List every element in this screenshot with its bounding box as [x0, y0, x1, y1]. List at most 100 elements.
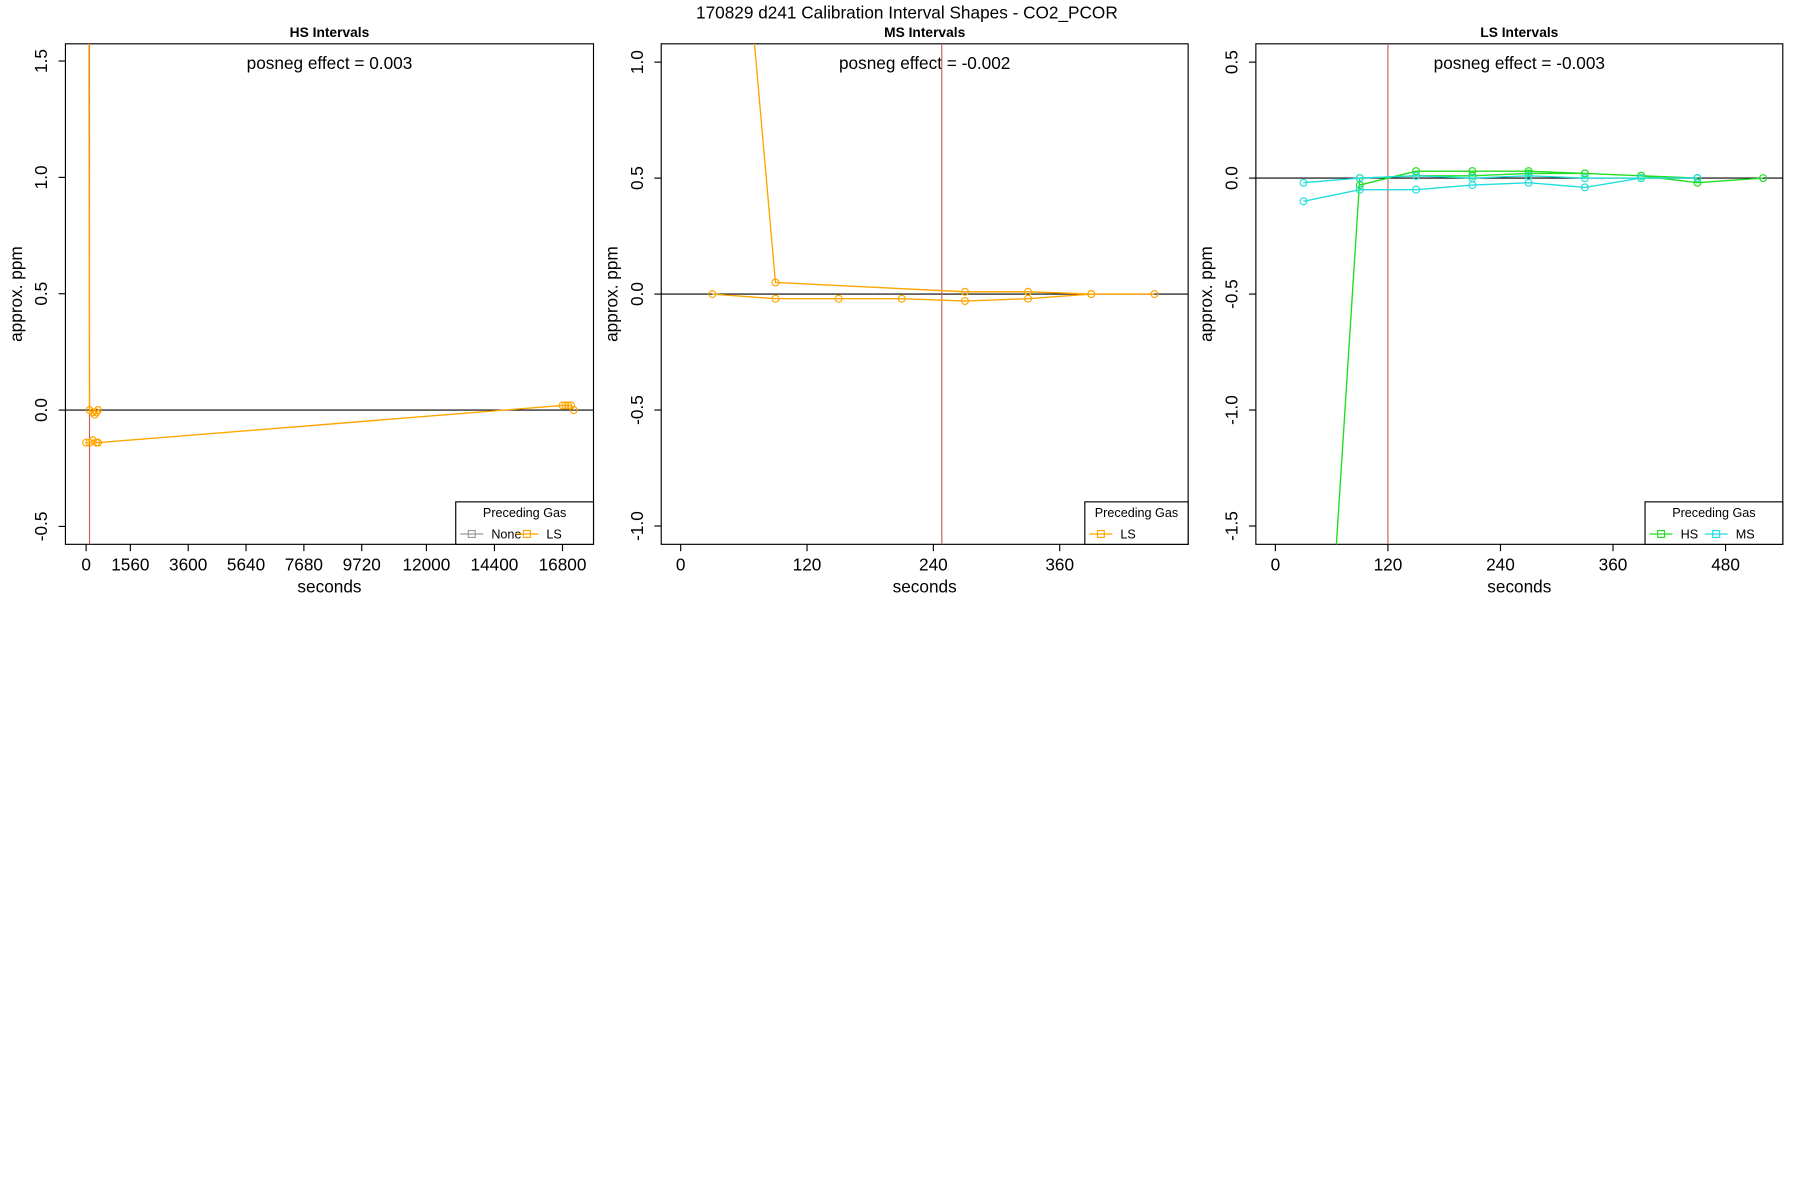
y-tick-label: 1.0: [627, 50, 647, 74]
plot-area: [1255, 43, 1783, 622]
data-point: [564, 401, 573, 410]
x-tick-label: 240: [919, 555, 948, 575]
legend-swatch: [1657, 529, 1666, 539]
data-point: [1524, 167, 1533, 176]
y-tick-label: 0.5: [1222, 50, 1242, 74]
x-tick-label: 480: [1711, 555, 1740, 575]
data-point: [771, 294, 780, 303]
data-point: [1524, 178, 1533, 187]
legend-label: None: [491, 528, 521, 542]
legend-swatch: [1712, 529, 1721, 539]
y-tick-label: -1.0: [1222, 395, 1242, 425]
data-point: [1087, 290, 1096, 299]
panel-title: LS Intervals: [1480, 25, 1558, 40]
series-line: [712, 43, 1155, 302]
series-line: [1335, 170, 1764, 545]
y-tick-label: 1.0: [31, 165, 51, 189]
data-point: [561, 401, 570, 410]
y-tick-label: 0.0: [31, 398, 51, 422]
y-tick-label: -0.5: [1222, 279, 1242, 309]
annotation: posneg effect = -0.002: [839, 53, 1010, 73]
series-line: [1303, 175, 1698, 202]
panel: HS Intervals posneg effect = 0.003 seconds…: [6, 25, 595, 597]
plot-area: [661, 43, 1189, 545]
data-point: [1355, 174, 1364, 183]
x-tick-label: 0: [676, 555, 686, 575]
panel-title: HS Intervals: [290, 25, 370, 40]
data-point: [82, 438, 91, 447]
x-axis-label: seconds: [297, 577, 361, 597]
legend-label: MS: [1736, 528, 1755, 542]
x-tick-label: 360: [1045, 555, 1074, 575]
annotation: posneg effect = 0.003: [247, 53, 413, 73]
x-tick-label: 5640: [227, 555, 265, 575]
x-tick-label: 240: [1486, 555, 1515, 575]
y-tick-label: 0.5: [627, 166, 647, 190]
data-point: [92, 408, 101, 417]
x-tick-label: 16800: [539, 555, 587, 575]
data-point: [960, 287, 969, 296]
data-point: [771, 278, 780, 287]
legend-swatch: [1096, 529, 1105, 539]
plot-frame: [1255, 43, 1784, 545]
y-tick-label: -1.5: [1222, 511, 1242, 541]
y-tick-label: 0.5: [31, 282, 51, 306]
y-axis-label: approx. ppm: [602, 246, 622, 342]
x-tick-label: 1560: [111, 555, 149, 575]
data-point: [1150, 290, 1159, 299]
legend-swatch: [522, 529, 531, 539]
data-point: [708, 290, 717, 299]
legend: Preceding Gas None LS: [455, 501, 595, 545]
annotation: posneg effect = -0.003: [1434, 53, 1605, 73]
data-point: [1328, 615, 1335, 622]
data-point: [834, 294, 843, 303]
y-tick-label: -0.5: [31, 512, 51, 542]
data-point: [1412, 167, 1421, 176]
legend: Preceding Gas LS: [1084, 501, 1189, 545]
data-point: [1693, 174, 1702, 183]
legend-label: HS: [1681, 528, 1699, 542]
data-point: [93, 406, 103, 415]
legend-title: Preceding Gas: [1095, 506, 1178, 520]
data-point: [1759, 174, 1768, 183]
data-point: [93, 438, 103, 447]
data-point: [897, 294, 906, 303]
x-tick-label: 9720: [343, 555, 381, 575]
y-axis-label: approx. ppm: [6, 246, 26, 342]
legend-label: LS: [546, 528, 561, 542]
data-point: [1580, 174, 1589, 183]
panel-title: MS Intervals: [884, 25, 965, 40]
data-point: [1299, 178, 1308, 187]
data-point: [1637, 174, 1646, 183]
figure-title: 170829 d241 Calibration Interval Shapes …: [696, 3, 1118, 23]
panel: MS Intervals posneg effect = -0.002 second…: [602, 25, 1189, 597]
plot-area: [65, 43, 594, 545]
y-tick-label: 1.5: [31, 49, 51, 73]
data-point: [1524, 169, 1533, 178]
legend-title: Preceding Gas: [483, 506, 566, 520]
data-point: [1299, 197, 1308, 206]
x-tick-label: 3600: [169, 555, 207, 575]
x-tick-label: 120: [1374, 555, 1403, 575]
x-axis-label: seconds: [893, 577, 957, 597]
x-axis-label: seconds: [1487, 577, 1551, 597]
data-point: [1580, 183, 1589, 192]
legend: Preceding Gas HS MS: [1644, 501, 1784, 545]
legend-swatch: [467, 529, 476, 539]
y-tick-label: 0.0: [1222, 166, 1242, 190]
y-tick-label: -0.5: [627, 395, 647, 425]
data-point: [1024, 294, 1033, 303]
x-tick-label: 14400: [471, 555, 519, 575]
data-point: [1412, 185, 1421, 194]
data-point: [1693, 178, 1702, 187]
data-point: [1468, 171, 1477, 180]
data-point: [1468, 181, 1477, 190]
panel: LS Intervals posneg effect = -0.003 second…: [1196, 25, 1784, 622]
x-tick-label: 360: [1599, 555, 1628, 575]
y-tick-label: -1.0: [627, 511, 647, 541]
legend-label: LS: [1120, 528, 1135, 542]
data-point: [960, 297, 969, 306]
data-point: [1580, 169, 1589, 178]
legend-title: Preceding Gas: [1672, 506, 1755, 520]
data-point: [1637, 171, 1646, 180]
